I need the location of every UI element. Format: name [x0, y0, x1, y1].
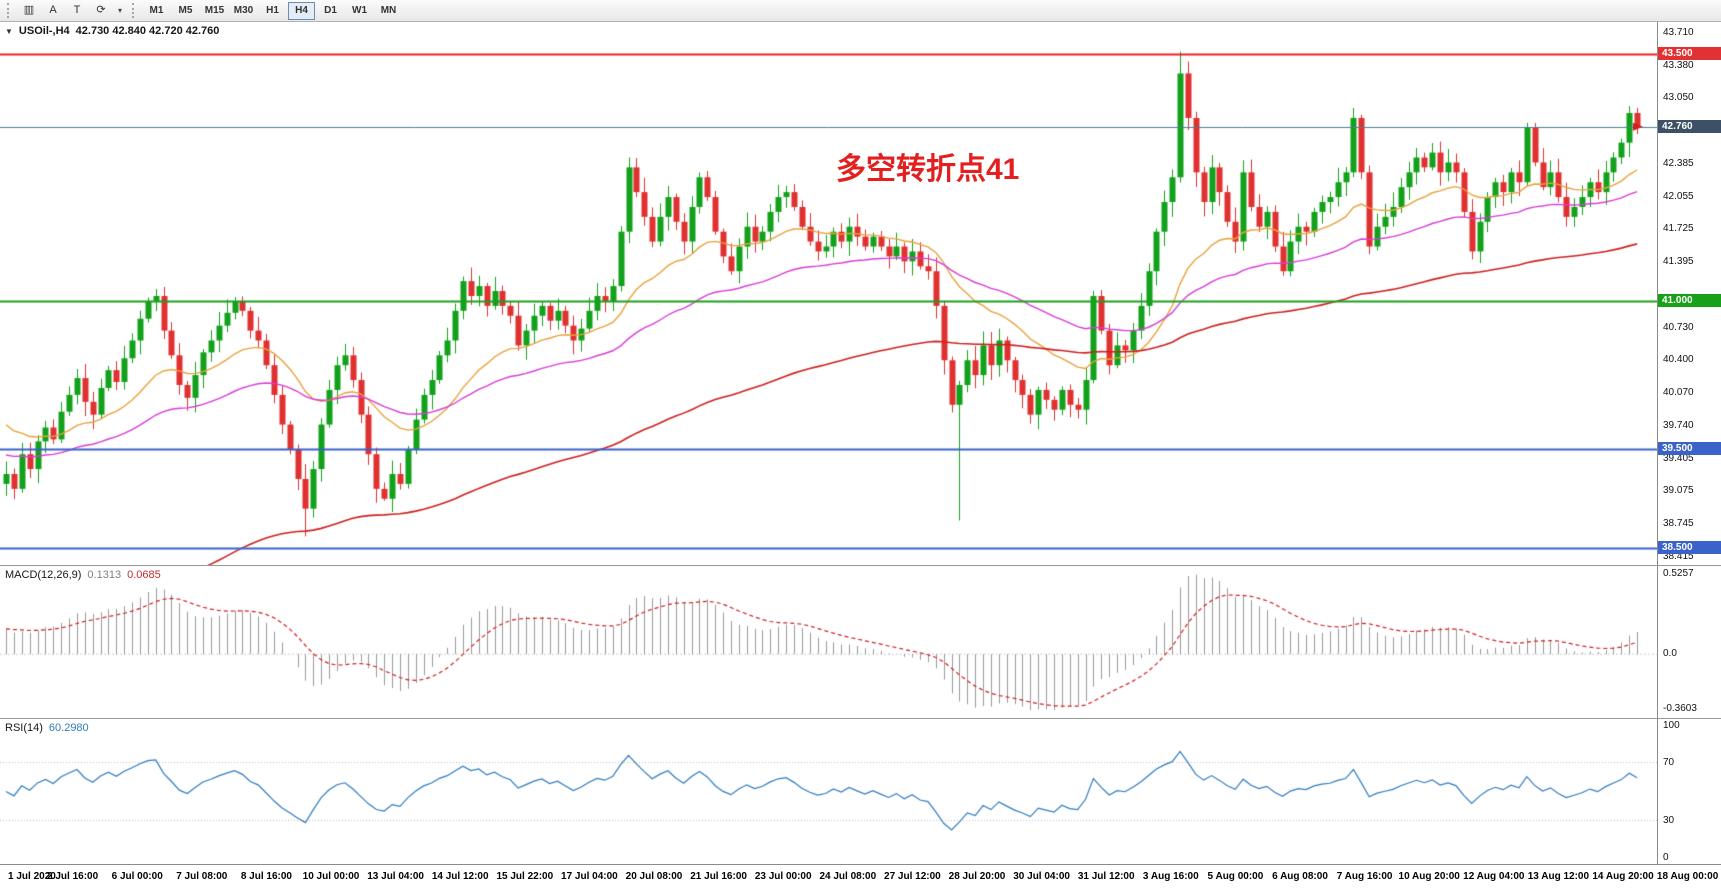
- price-axis[interactable]: 43.710 43.380 43.050 42.385 42.055 41.725 41.3…: [1657, 22, 1721, 864]
- chart-window: ▼ USOil-,H4 42.730 42.840 42.720 42.760 …: [0, 22, 1721, 890]
- price-tick-label: 39.405: [1663, 452, 1694, 464]
- time-axis-label: 13 Aug 12:00: [1527, 871, 1590, 882]
- timeframe-m30-button[interactable]: M30: [230, 2, 257, 20]
- price-tick-label: 40.400: [1663, 354, 1694, 366]
- time-axis-label: 8 Jul 16:00: [240, 871, 292, 882]
- time-axis-label: 27 Jul 12:00: [884, 871, 941, 882]
- macd-tick-label: 0.0: [1663, 648, 1677, 660]
- rsi-indicator-canvas[interactable]: [0, 719, 1657, 864]
- rsi-value: 60.2980: [48, 722, 89, 734]
- candlestick-chart-canvas[interactable]: [0, 22, 1657, 565]
- main-price-panel: ▼ USOil-,H4 42.730 42.840 42.720 42.760 …: [0, 22, 1657, 565]
- timeframe-d1-button[interactable]: D1: [317, 2, 344, 20]
- time-axis-label: 3 Aug 16:00: [1142, 871, 1199, 882]
- time-axis-label: 6 Jul 00:00: [111, 871, 163, 882]
- time-axis-label: 24 Jul 08:00: [819, 871, 877, 882]
- time-axis-label: 2 Jul 16:00: [47, 871, 99, 882]
- timeframe-w1-button[interactable]: W1: [346, 2, 373, 20]
- time-axis-label: 30 Jul 04:00: [1013, 871, 1070, 882]
- time-axis-label: 28 Jul 20:00: [948, 871, 1006, 882]
- macd-main-value: 0.1313: [87, 569, 122, 581]
- price-tick-label: 40.730: [1663, 321, 1694, 333]
- time-axis-label: 21 Jul 16:00: [690, 871, 747, 882]
- toolbar-grip[interactable]: [132, 3, 137, 18]
- macd-name: MACD(12,26,9): [5, 569, 82, 581]
- price-tick-label: 43.710: [1663, 26, 1694, 38]
- macd-tick-label: 0.5257: [1663, 568, 1694, 580]
- text-tool-icon[interactable]: T: [66, 2, 88, 20]
- symbol-period-label: USOil-,H4: [18, 25, 70, 37]
- panel-resize-handle[interactable]: [0, 718, 1721, 719]
- price-tag: 38.500: [1658, 541, 1721, 555]
- rsi-tick-label: 30: [1663, 814, 1675, 826]
- macd-indicator-canvas[interactable]: [0, 566, 1657, 718]
- timeframe-m15-button[interactable]: M15: [201, 2, 228, 20]
- collapse-triangle-icon[interactable]: ▼: [5, 27, 13, 36]
- time-axis-label: 10 Jul 00:00: [302, 871, 360, 882]
- rsi-name: RSI(14): [5, 722, 43, 734]
- time-axis-label: 14 Aug 20:00: [1592, 871, 1654, 882]
- time-axis-label: 18 Aug 00:00: [1656, 871, 1719, 882]
- price-tick-label: 40.070: [1663, 386, 1694, 398]
- price-tick-label: 42.385: [1663, 157, 1694, 169]
- timeframe-m1-button[interactable]: M1: [143, 2, 170, 20]
- dropdown-caret-icon[interactable]: ▾: [114, 2, 126, 20]
- macd-label: MACD(12,26,9) 0.1313 0.0685: [5, 569, 161, 581]
- price-tick-label: 43.050: [1663, 92, 1694, 104]
- price-tick-label: 38.745: [1663, 517, 1694, 529]
- time-axis-label: 10 Aug 20:00: [1398, 871, 1460, 882]
- price-tick-label: 43.380: [1663, 59, 1694, 71]
- time-axis-label: 17 Jul 04:00: [561, 871, 618, 882]
- time-axis-label: 15 Jul 22:00: [496, 871, 554, 882]
- price-tick-label: 41.395: [1663, 255, 1694, 267]
- time-axis-label: 31 Jul 12:00: [1077, 871, 1135, 882]
- price-tick-label: 38.415: [1663, 550, 1694, 562]
- time-axis-label: 14 Jul 12:00: [431, 871, 489, 882]
- main-toolbar: ▥ A T ⟳ ▾ M1 M5 M15 M30 H1 H4 D1 W1 MN: [0, 0, 1721, 22]
- time-axis-label: 23 Jul 00:00: [754, 871, 812, 882]
- time-axis-label: 5 Aug 00:00: [1207, 871, 1264, 882]
- timeframe-h1-button[interactable]: H1: [259, 2, 286, 20]
- time-axis[interactable]: 1 Jul 2020 2 Jul 16:00 6 Jul 00:00 7 Jul 08…: [0, 864, 1721, 890]
- chart-annotation-text: 多空转折点41: [836, 153, 1020, 186]
- macd-tick-label: -0.3603: [1663, 702, 1697, 714]
- time-axis-label: 13 Jul 04:00: [367, 871, 424, 882]
- time-axis-label: 1 Jul 2020: [8, 871, 56, 882]
- rsi-tick-label: 70: [1663, 756, 1675, 768]
- rsi-panel: RSI(14) 60.2980: [0, 719, 1657, 864]
- price-tag: 42.760: [1658, 119, 1721, 133]
- time-axis-label: 7 Aug 16:00: [1336, 871, 1393, 882]
- time-axis-label: 12 Aug 04:00: [1463, 871, 1525, 882]
- text-label-icon[interactable]: A: [42, 2, 64, 20]
- price-tick-label: 39.740: [1663, 419, 1694, 431]
- chart-title: ▼ USOil-,H4 42.730 42.840 42.720 42.760: [5, 25, 219, 37]
- time-axis-label: 6 Aug 08:00: [1272, 871, 1328, 882]
- timeframe-m5-button[interactable]: M5: [172, 2, 199, 20]
- macd-panel: MACD(12,26,9) 0.1313 0.0685: [0, 566, 1657, 718]
- toolbar-grip[interactable]: [7, 3, 12, 18]
- price-tick-label: 42.055: [1663, 190, 1694, 202]
- panel-resize-handle[interactable]: [0, 565, 1721, 566]
- price-tick-label: 39.075: [1663, 485, 1694, 497]
- timeframe-h4-button[interactable]: H4: [288, 1, 315, 20]
- price-tag: 43.500: [1658, 46, 1721, 60]
- timeframe-mn-button[interactable]: MN: [375, 2, 402, 20]
- price-tag: 41.000: [1658, 293, 1721, 307]
- time-axis-label: 7 Jul 08:00: [176, 871, 228, 882]
- rsi-tick-label: 100: [1663, 720, 1680, 731]
- chart-icon[interactable]: ▥: [18, 2, 40, 20]
- rsi-tick-label: 0: [1663, 852, 1669, 863]
- template-icon[interactable]: ⟳: [90, 2, 112, 20]
- price-tag: 39.500: [1658, 442, 1721, 456]
- ohlc-values: 42.730 42.840 42.720 42.760: [75, 25, 220, 37]
- macd-signal-value: 0.0685: [127, 569, 161, 581]
- price-tick-label: 41.725: [1663, 223, 1694, 235]
- rsi-label: RSI(14) 60.2980: [5, 722, 89, 734]
- time-axis-label: 20 Jul 08:00: [625, 871, 683, 882]
